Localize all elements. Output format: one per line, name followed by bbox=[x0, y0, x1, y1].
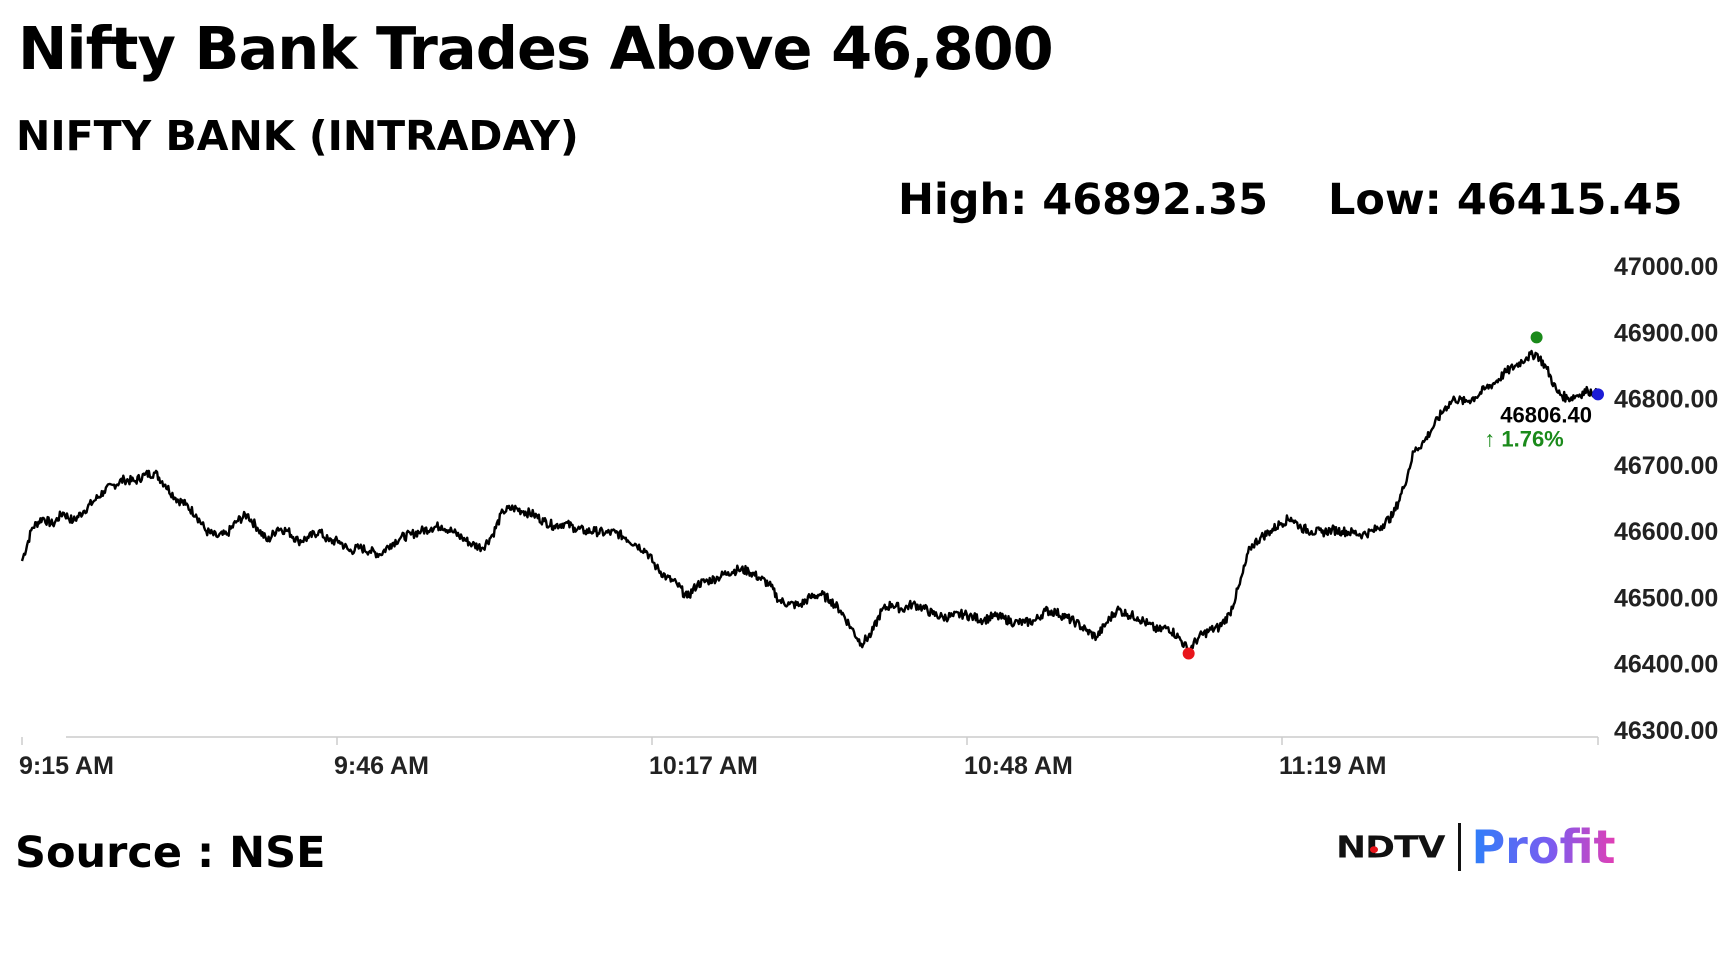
logo-divider bbox=[1458, 823, 1462, 871]
high-marker bbox=[1530, 331, 1543, 344]
y-tick-label: 46500.00 bbox=[1614, 584, 1718, 612]
x-tick-label: 9:46 AM bbox=[334, 752, 429, 780]
y-tick-label: 46300.00 bbox=[1614, 717, 1718, 745]
percent-change-label: ↑ 1.76% bbox=[1484, 426, 1564, 451]
last-price-label: 46806.40 bbox=[1500, 402, 1592, 427]
y-tick-label: 46800.00 bbox=[1614, 386, 1718, 414]
x-tick-label: 9:15 AM bbox=[19, 752, 114, 780]
y-tick-label: 47000.00 bbox=[1614, 253, 1718, 281]
ndtv-wordmark: NDTV bbox=[1336, 829, 1445, 865]
intraday-line-chart: 9:15 AM 9:46 AM 10:17 AM 10:48 AM 11:19 AM 47… bbox=[19, 253, 1718, 780]
ndtv-profit-logo: NDTV Profit bbox=[1336, 820, 1616, 874]
source-note: Source : NSE bbox=[15, 828, 326, 878]
y-tick-label: 46900.00 bbox=[1614, 319, 1718, 347]
profit-wordmark: Profit bbox=[1471, 820, 1616, 874]
low-value-label: Low: 46415.45 bbox=[1328, 175, 1683, 225]
x-tick-label: 11:19 AM bbox=[1279, 752, 1386, 780]
low-marker bbox=[1182, 647, 1195, 660]
last-price-marker bbox=[1592, 388, 1604, 401]
y-tick-label: 46700.00 bbox=[1614, 452, 1718, 480]
y-tick-label: 46600.00 bbox=[1614, 518, 1718, 546]
y-tick-label: 46400.00 bbox=[1614, 651, 1718, 679]
high-value-label: High: 46892.35 bbox=[898, 175, 1269, 225]
chart-subtitle: NIFTY BANK (INTRADAY) bbox=[16, 112, 579, 160]
price-line bbox=[20, 349, 1599, 655]
x-tick-label: 10:17 AM bbox=[649, 752, 758, 780]
chart-headline: Nifty Bank Trades Above 46,800 bbox=[18, 14, 1054, 83]
x-tick-label: 10:48 AM bbox=[964, 752, 1073, 780]
